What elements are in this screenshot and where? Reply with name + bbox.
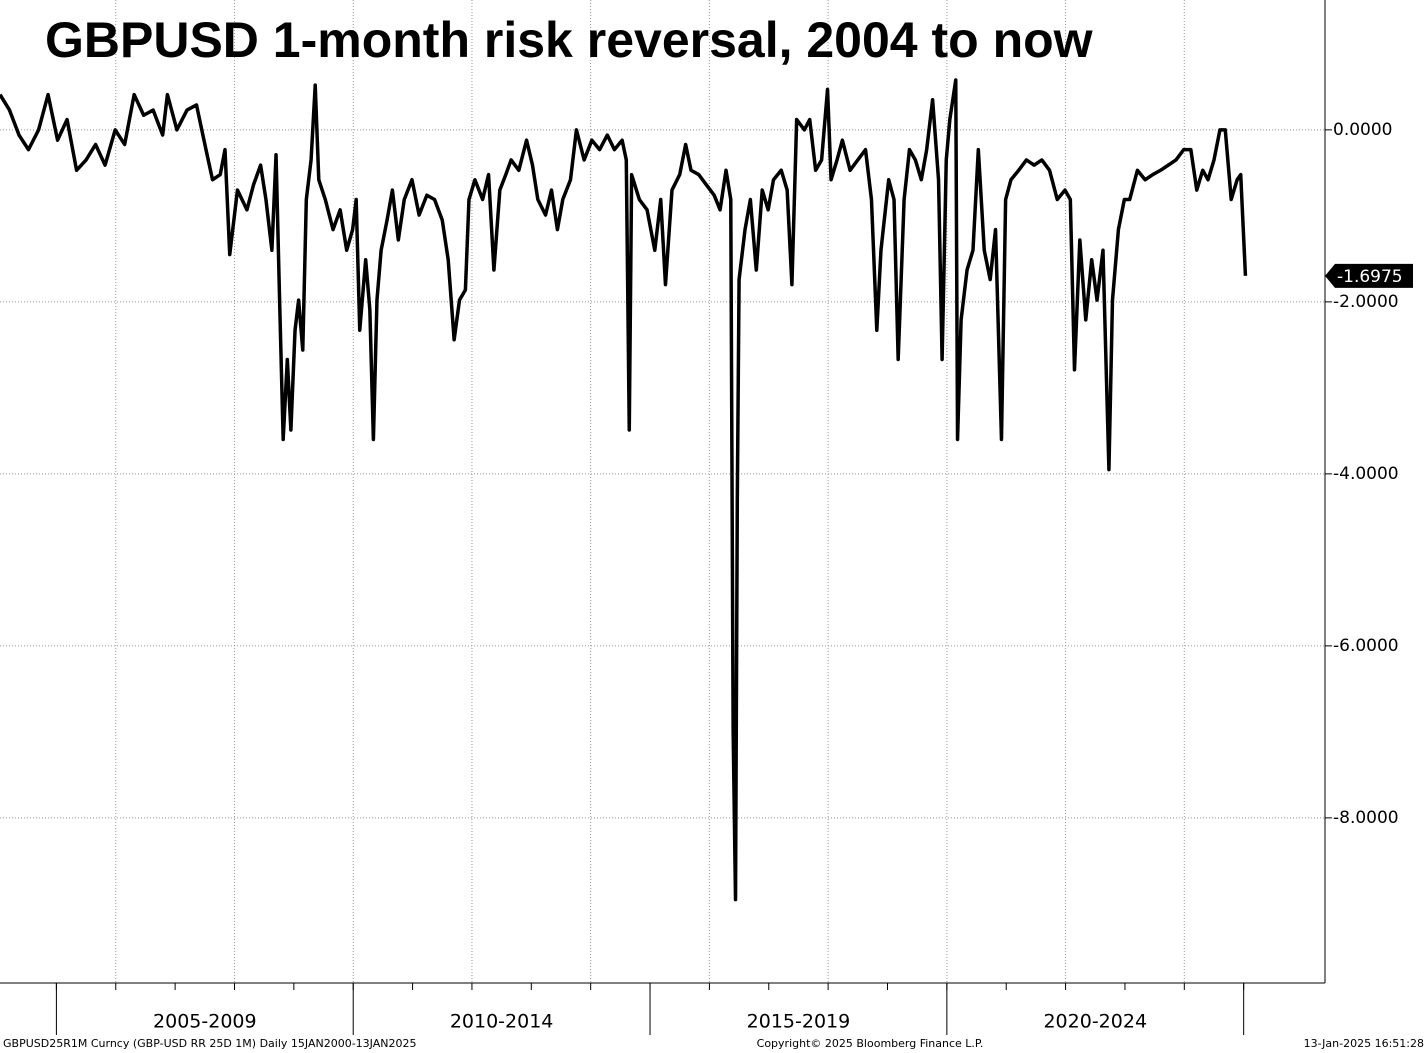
y-tick-label: -6.0000 (1333, 636, 1399, 656)
axes: 0.0000 -2.0000 -4.0000 -6.0000 -8.0000 2005-2… (55, 120, 1413, 1035)
y-tick-label: 0.0000 (1333, 120, 1392, 140)
last-value-box (1325, 263, 1413, 288)
last-value-label: -1.6975 (1337, 267, 1403, 287)
footer-right: 13-Jan-2025 16:51:28 (1304, 1037, 1424, 1050)
x-group-label: 2010-2014 (450, 1011, 554, 1033)
series-line (0, 78, 1248, 902)
x-group-label: 2020-2024 (1043, 1011, 1147, 1033)
chart-title: GBPUSD 1-month risk reversal, 2004 to no… (45, 12, 1093, 68)
y-tick-label: -2.0000 (1333, 292, 1399, 312)
y-tick-label: -8.0000 (1333, 808, 1399, 828)
x-group-label: 2005-2009 (153, 1011, 257, 1033)
y-tick-label: -4.0000 (1333, 464, 1399, 484)
footer-left: GBPUSD25R1M Curncy (GBP-USD RR 25D 1M) D… (3, 1037, 416, 1050)
footer-center: Copyright© 2025 Bloomberg Finance L.P. (757, 1037, 984, 1050)
plot (0, 78, 1248, 902)
x-group-label: 2015-2019 (747, 1011, 851, 1033)
